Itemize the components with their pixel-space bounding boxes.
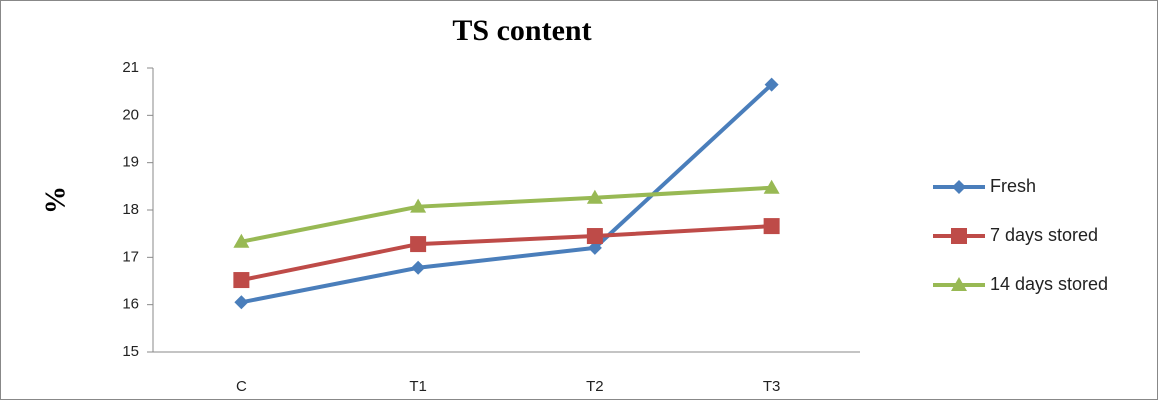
x-tick-label: C [236, 378, 247, 395]
y-tick-label: 16 [122, 296, 139, 313]
series-line [240, 224, 772, 283]
y-tick-label: 20 [122, 106, 139, 123]
y-tick-label: 21 [122, 59, 139, 76]
x-tick-label: T1 [409, 378, 427, 395]
marker [410, 198, 427, 213]
marker [411, 260, 426, 275]
marker [951, 228, 967, 244]
marker [764, 77, 779, 92]
y-tick-label: 18 [122, 201, 139, 218]
x-tick-label: T3 [763, 378, 781, 395]
marker [233, 272, 250, 289]
marker [951, 277, 967, 291]
marker [233, 233, 250, 248]
legend-label: 14 days stored [990, 274, 1108, 294]
marker [763, 179, 780, 194]
y-tick-label: 17 [122, 248, 139, 265]
series-line [240, 185, 772, 244]
y-tick-label: 19 [122, 154, 139, 171]
legend-label: 7 days stored [990, 225, 1098, 245]
x-tick-label: T2 [586, 378, 604, 395]
marker [586, 189, 603, 204]
y-axis-label: % [40, 186, 71, 214]
marker [234, 295, 249, 310]
marker [952, 180, 966, 194]
series-line [240, 83, 773, 305]
marker [586, 228, 603, 245]
legend-label: Fresh [990, 176, 1036, 196]
chart-title: TS content [452, 14, 591, 47]
marker [763, 218, 780, 235]
marker [587, 240, 602, 255]
y-tick-label: 15 [122, 343, 139, 360]
marker [410, 236, 427, 253]
